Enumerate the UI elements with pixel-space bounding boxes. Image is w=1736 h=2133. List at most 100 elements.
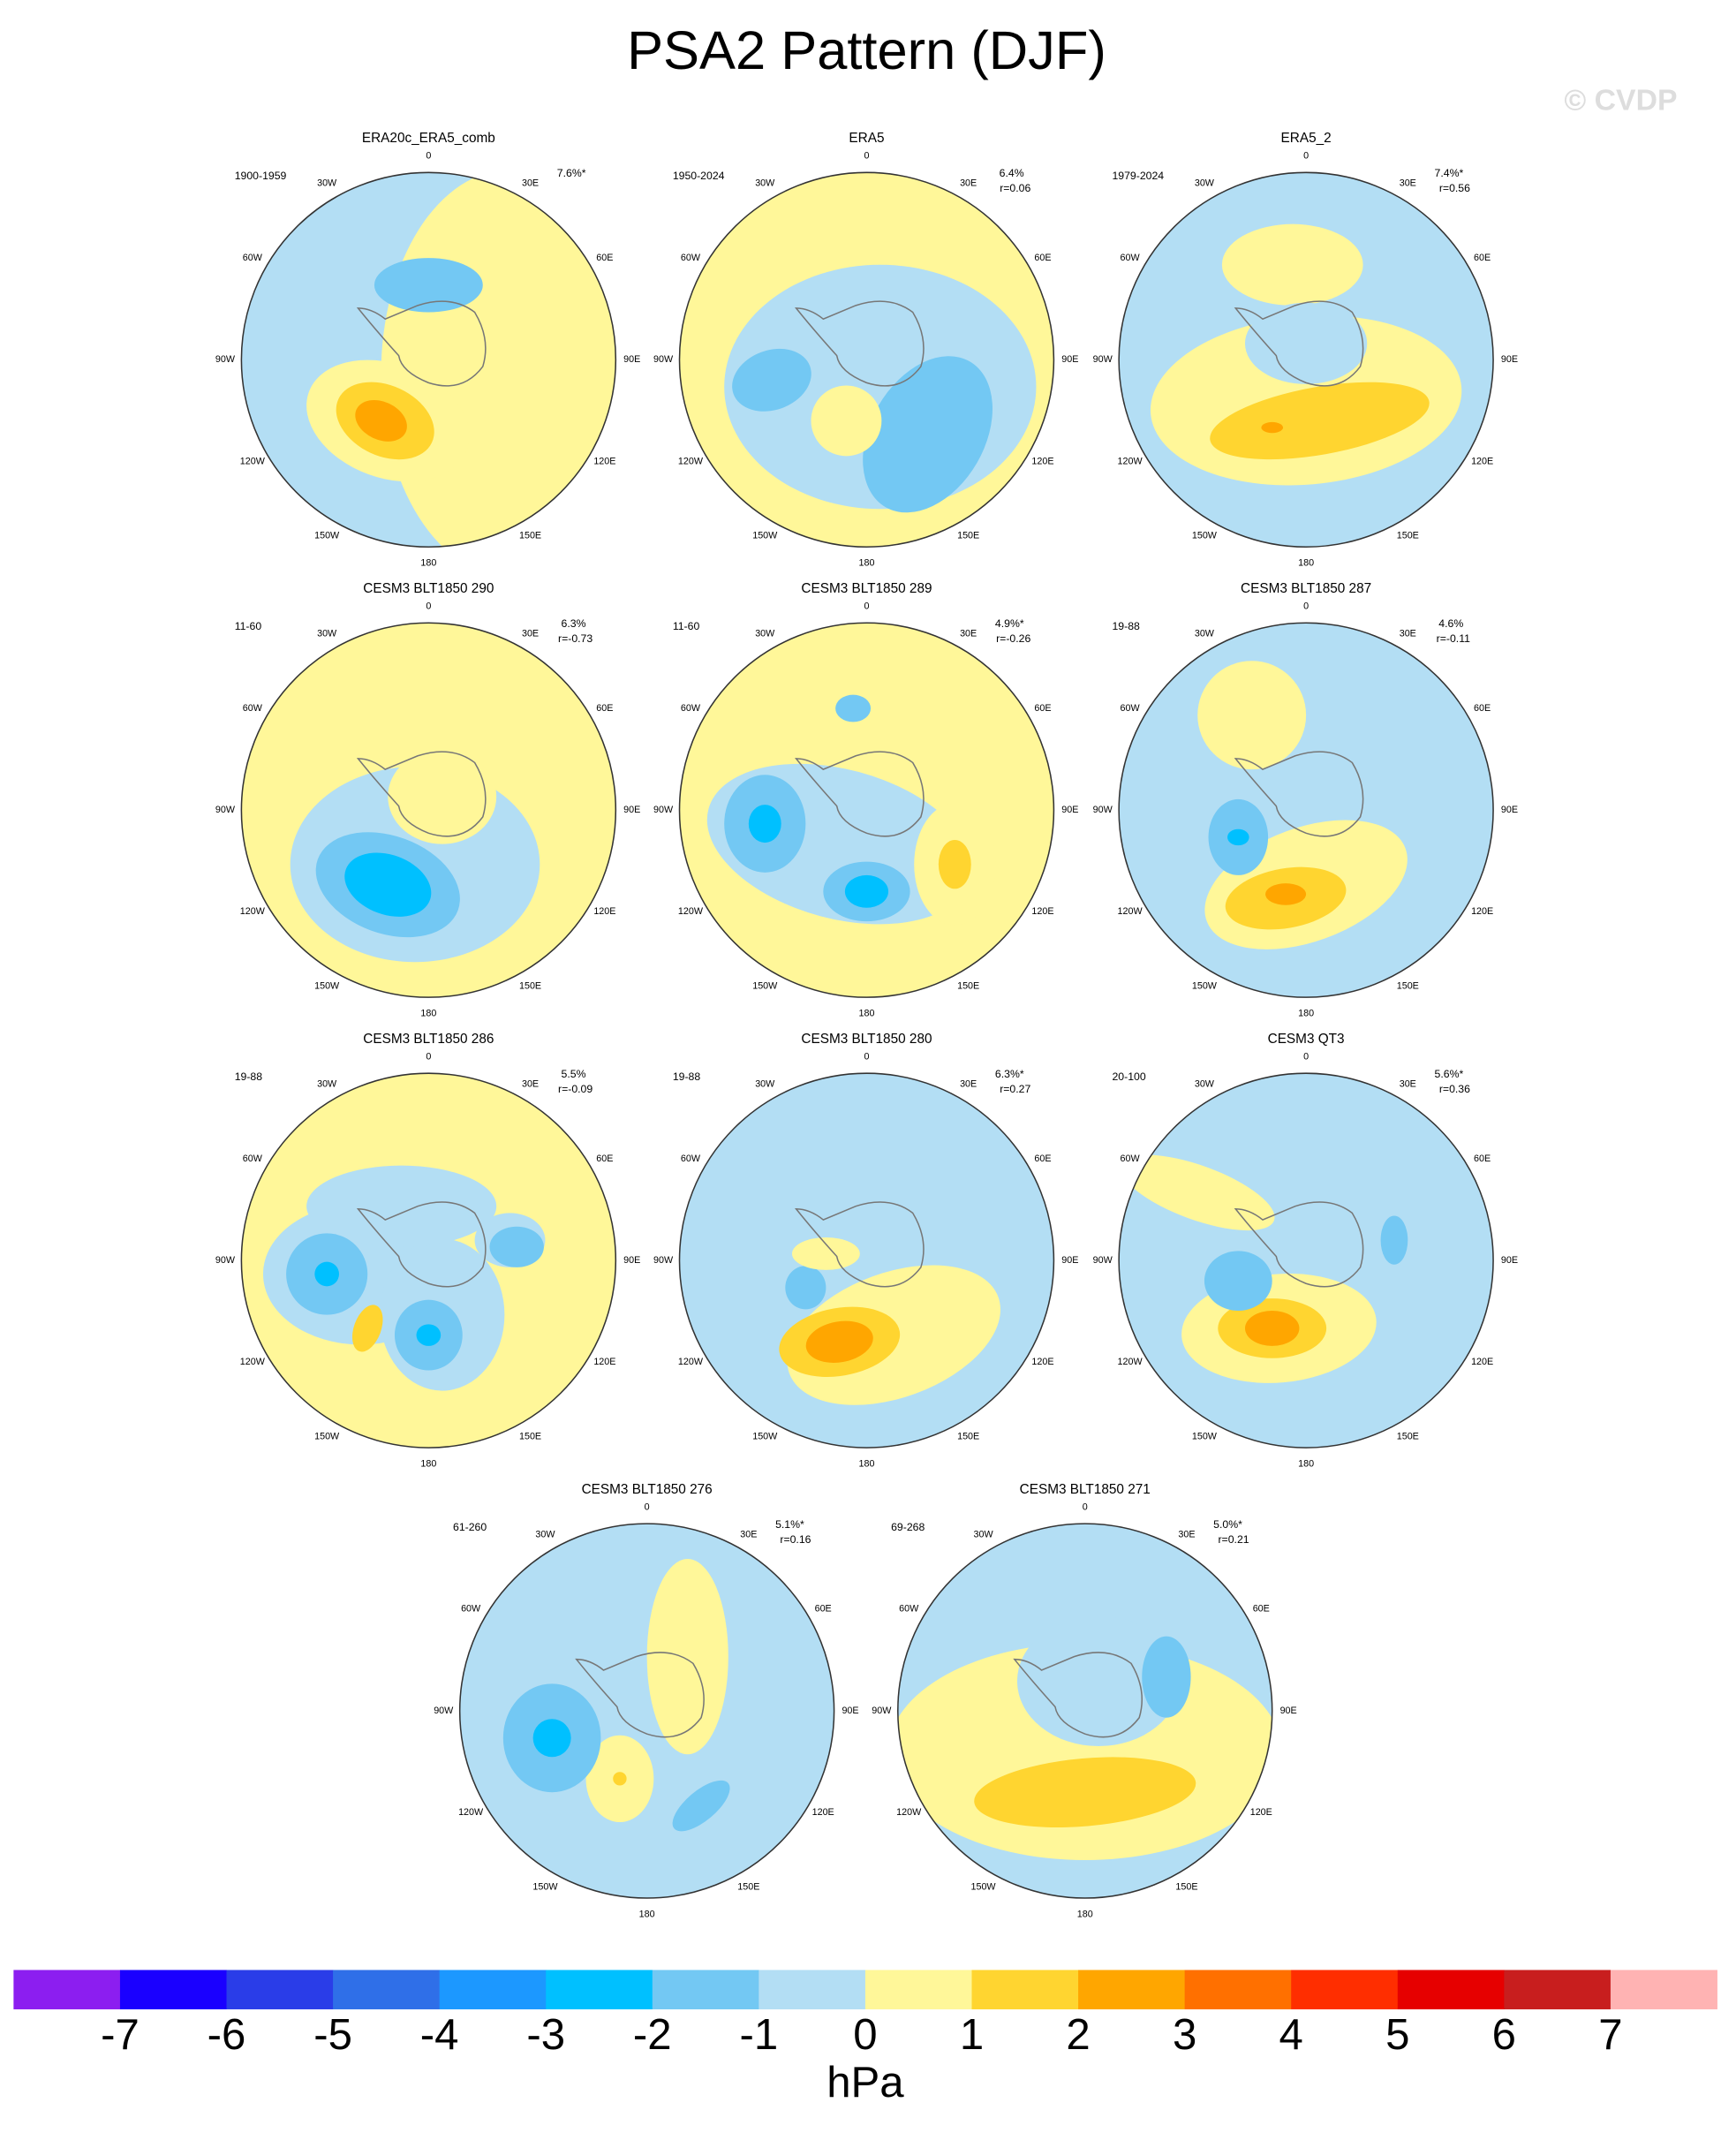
contour-fill xyxy=(938,839,971,889)
coastline xyxy=(794,300,925,387)
lon-label: 180 xyxy=(1077,1909,1093,1919)
lon-label: 90W xyxy=(653,354,674,365)
lon-label: 150W xyxy=(532,1881,558,1892)
lon-label: 60W xyxy=(1121,253,1141,263)
contour-fill xyxy=(1221,223,1363,306)
map-panel: 0 30E 60E 90E 120E 150E 180 150W 120W 90W 60W 30W CE… xyxy=(653,1032,1078,1470)
coastline xyxy=(356,1201,487,1288)
contours xyxy=(241,623,616,998)
contour-fill xyxy=(1244,1310,1300,1346)
lon-label: 60E xyxy=(815,1604,832,1615)
lon-label: 60W xyxy=(461,1604,481,1615)
lon-label: 180 xyxy=(639,1909,655,1919)
contour-fill xyxy=(1380,1215,1408,1265)
panel-r: r=-0.73 xyxy=(558,632,593,645)
lon-label: 0 xyxy=(1303,1052,1309,1063)
watermark: © CVDP xyxy=(1564,83,1677,117)
panel-r: r=0.36 xyxy=(1439,1083,1470,1095)
map-border xyxy=(458,1523,835,1899)
lon-label: 30W xyxy=(1195,629,1215,639)
panel-r: r=-0.26 xyxy=(996,632,1030,645)
figure-title: PSA2 Pattern (DJF) xyxy=(627,20,1106,81)
lon-label: 60E xyxy=(1474,253,1491,263)
contour-fill xyxy=(1142,1636,1191,1718)
lon-label: 180 xyxy=(858,1008,874,1018)
lon-label: 150W xyxy=(752,1432,778,1442)
lon-label: 180 xyxy=(420,558,436,569)
panel-period: 19-88 xyxy=(235,1070,263,1083)
lon-label: 150E xyxy=(519,981,541,992)
contour-fill xyxy=(805,1320,873,1363)
lon-label: 120E xyxy=(1471,456,1493,466)
lon-label: 90E xyxy=(1501,1255,1518,1266)
map-border xyxy=(678,622,1055,998)
lon-label: 150W xyxy=(1192,981,1218,992)
lon-label: 60E xyxy=(1253,1604,1270,1615)
colorbar-box xyxy=(971,1970,1079,2009)
map-panel: 0 30E 60E 90E 120E 150E 180 150W 120W 90W 60W 30W CE… xyxy=(653,581,1078,1019)
panel-title: CESM3 BLT1850 276 xyxy=(582,1482,713,1497)
colorbar-tick-label: 0 xyxy=(853,2011,877,2059)
lon-label: 150E xyxy=(957,981,979,992)
contour-fill xyxy=(732,348,811,412)
lon-label: 120W xyxy=(240,456,266,466)
lon-label: 150W xyxy=(752,981,778,992)
colorbar-box xyxy=(226,1970,334,2009)
panel-period: 1900-1959 xyxy=(235,170,287,182)
lon-label: 30E xyxy=(1400,629,1416,639)
lon-label: 30W xyxy=(317,178,337,189)
lon-label: 90E xyxy=(623,354,640,365)
coastline xyxy=(1013,1652,1143,1738)
panel-pct: 4.9%* xyxy=(995,617,1024,630)
contour-fill xyxy=(974,1757,1196,1828)
lon-label: 90W xyxy=(215,1255,236,1266)
panel-pct: 7.6%* xyxy=(557,167,586,179)
lon-label: 60W xyxy=(243,253,263,263)
lon-label: 30W xyxy=(755,178,775,189)
contours xyxy=(897,1524,1272,1899)
colorbar-box xyxy=(1504,1970,1611,2009)
map-panel: 0 30E 60E 90E 120E 150E 180 150W 120W 90W 60W 30W CE… xyxy=(215,1032,640,1470)
map-panel: 0 30E 60E 90E 120E 150E 180 150W 120W 90W 60W 30W ER… xyxy=(215,131,640,569)
lon-label: 180 xyxy=(1298,1008,1314,1018)
lon-label: 60E xyxy=(1034,1153,1051,1164)
panel-pct: 5.1%* xyxy=(775,1518,804,1531)
panel-r: r=-0.09 xyxy=(558,1083,593,1095)
lon-label: 30W xyxy=(755,629,775,639)
panel-title: CESM3 QT3 xyxy=(1268,1032,1345,1047)
contour-fill xyxy=(489,1226,544,1267)
lon-label: 60E xyxy=(1474,703,1491,714)
lon-label: 150E xyxy=(1397,531,1419,541)
panel-pct: 5.6%* xyxy=(1435,1068,1464,1080)
colorbar-tick-label: 3 xyxy=(1173,2011,1196,2059)
panel-title: CESM3 BLT1850 280 xyxy=(801,1032,932,1047)
lon-label: 60W xyxy=(681,1153,701,1164)
contour-fill xyxy=(1244,302,1368,384)
coastline xyxy=(794,1201,925,1288)
colorbar-tick-label: -3 xyxy=(526,2011,565,2059)
map-border xyxy=(240,622,617,998)
lon-label: 30E xyxy=(960,629,977,639)
panel-title: CESM3 BLT1850 289 xyxy=(801,581,932,596)
lon-label: 120W xyxy=(896,1807,922,1818)
contour-fill xyxy=(748,805,781,843)
lon-label: 0 xyxy=(864,601,869,612)
contours xyxy=(1119,1073,1494,1448)
contour-fill xyxy=(388,749,497,844)
colorbar-tick-label: -6 xyxy=(208,2011,246,2059)
colorbar-tick-label: 7 xyxy=(1598,2011,1622,2059)
panel-pct: 6.3%* xyxy=(995,1068,1024,1080)
coastline xyxy=(1234,1201,1364,1288)
panel-title: CESM3 BLT1850 286 xyxy=(363,1032,494,1047)
lon-label: 120W xyxy=(1118,906,1143,917)
map-border xyxy=(1118,1072,1494,1448)
lon-label: 90W xyxy=(653,1255,674,1266)
map-border xyxy=(678,1072,1055,1448)
map-border xyxy=(240,1072,617,1448)
lon-label: 30E xyxy=(522,1078,539,1089)
colorbar-box xyxy=(13,1970,121,2009)
contour-fill xyxy=(314,1261,339,1287)
panel-pct: 5.5% xyxy=(562,1068,586,1080)
map-border xyxy=(678,171,1055,548)
contours xyxy=(1119,623,1494,998)
